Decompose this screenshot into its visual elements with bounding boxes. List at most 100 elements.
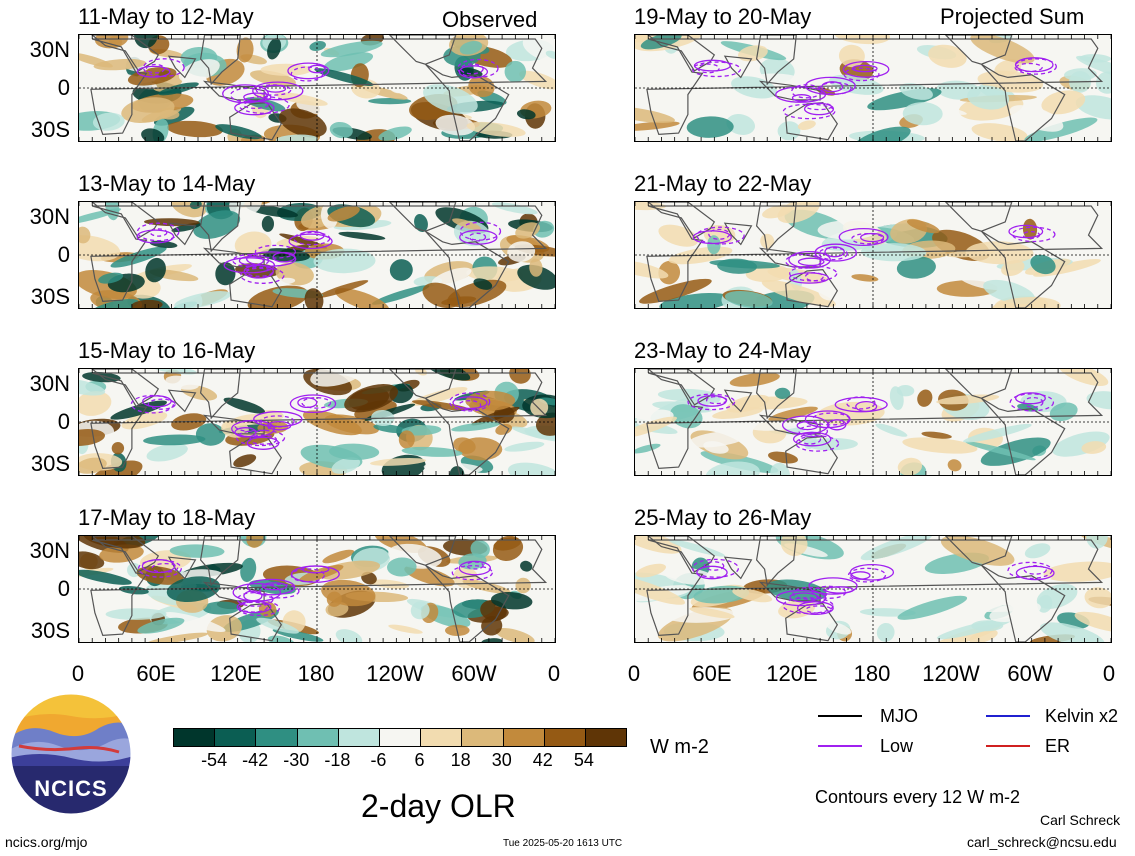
olr-anomaly [729, 372, 780, 387]
legend-label-kelvin: Kelvin x2 [1045, 706, 1119, 726]
low-contour [234, 100, 275, 116]
olr-anomaly [902, 437, 978, 454]
colorbar [173, 728, 627, 747]
olr-anomaly [1079, 54, 1111, 63]
olr-anomaly [928, 44, 967, 68]
low-contour [703, 561, 725, 571]
olr-anomaly [724, 290, 773, 308]
olr-anomaly [309, 40, 326, 52]
olr-anomaly [273, 277, 296, 285]
coastline [723, 556, 753, 580]
olr-anomaly [170, 202, 207, 218]
olr-anomaly [267, 635, 295, 642]
olr-anomaly [1009, 105, 1064, 132]
olr-anomaly [174, 291, 232, 308]
olr-anomaly [900, 369, 916, 383]
olr-anomaly [435, 114, 476, 136]
olr-map [635, 536, 1111, 642]
olr-anomaly [268, 542, 310, 556]
low-contour [697, 394, 727, 407]
olr-anomaly [507, 462, 555, 475]
coastline [980, 230, 1066, 308]
coastline [424, 63, 510, 141]
colorbar-tick-label: -30 [283, 750, 310, 770]
olr-anomaly [481, 616, 503, 636]
low-contour [236, 429, 286, 447]
olr-anomaly [545, 50, 555, 59]
logo-text: NCICS [34, 776, 108, 801]
low-contour [798, 425, 829, 438]
lat-label: 0 [57, 242, 70, 267]
coastline [758, 581, 821, 602]
olr-anomaly [516, 109, 536, 120]
coastline [90, 372, 548, 470]
lon-label: 0 [1102, 661, 1116, 686]
low-contour [824, 246, 845, 258]
olr-anomaly [83, 536, 146, 549]
low-contour [255, 84, 292, 96]
olr-anomaly [1074, 611, 1111, 633]
panel-title: 25-May to 26-May [634, 505, 812, 530]
olr-anomaly [1022, 218, 1038, 240]
olr-anomaly [761, 279, 836, 307]
olr-anomaly [431, 267, 472, 286]
lat-label: 30S [30, 284, 70, 309]
olr-anomaly [473, 278, 493, 290]
low-contour [834, 396, 888, 413]
olr-anomaly [751, 108, 788, 130]
coastline [646, 539, 1104, 637]
olr-anomaly [398, 430, 415, 449]
olr-anomaly [246, 536, 264, 548]
olr-anomaly [726, 114, 755, 135]
lon-label: 0 [71, 661, 85, 686]
olr-anomaly [745, 264, 790, 283]
colorbar-tick-label: -6 [370, 750, 387, 770]
low-contour [1011, 226, 1056, 243]
olr-anomaly [118, 585, 149, 595]
coastline [91, 202, 160, 239]
olr-anomaly [971, 620, 1004, 632]
olr-anomaly [635, 106, 675, 124]
panel-title: 21-May to 22-May [634, 171, 812, 196]
low-contour [253, 411, 303, 428]
colorbar-bin [214, 729, 256, 746]
olr-anomaly [493, 537, 521, 551]
olr-anomaly [760, 233, 775, 249]
low-contour [1007, 561, 1053, 580]
olr-anomaly [401, 446, 463, 457]
olr-map-panel [634, 535, 1112, 643]
olr-anomaly [744, 414, 810, 431]
olr-anomaly [517, 264, 555, 290]
low-contour [261, 582, 288, 591]
site-link[interactable]: ncics.org/mjo [5, 834, 88, 850]
olr-anomaly [635, 259, 669, 279]
lon-label: 180 [297, 661, 335, 686]
low-contour [804, 76, 856, 96]
olr-anomaly [906, 219, 940, 234]
olr-anomaly [780, 536, 808, 557]
author-email[interactable]: carl_schreck@ncsu.edu [967, 834, 1117, 850]
low-contour [791, 94, 812, 102]
olr-anomaly [989, 601, 1041, 622]
lon-label: 0 [627, 661, 641, 686]
legend-swatch-low [818, 745, 862, 747]
olr-anomaly [323, 52, 374, 72]
coastline [980, 63, 1066, 141]
low-contour [136, 229, 175, 244]
olr-map [635, 35, 1111, 141]
low-contour [451, 565, 493, 581]
low-contour [149, 228, 168, 237]
olr-anomaly [329, 443, 380, 461]
olr-anomaly [146, 443, 188, 462]
olr-anomaly [519, 70, 555, 90]
olr-anomaly [768, 451, 798, 464]
olr-anomaly [256, 617, 299, 634]
olr-anomaly [859, 300, 898, 308]
olr-anomaly [189, 202, 202, 210]
ncics-logo-graphic [10, 693, 132, 815]
olr-anomaly [635, 443, 661, 454]
coastline [202, 414, 265, 435]
coastline [755, 536, 797, 587]
olr-anomaly [449, 466, 465, 475]
olr-map-panel [78, 201, 556, 309]
